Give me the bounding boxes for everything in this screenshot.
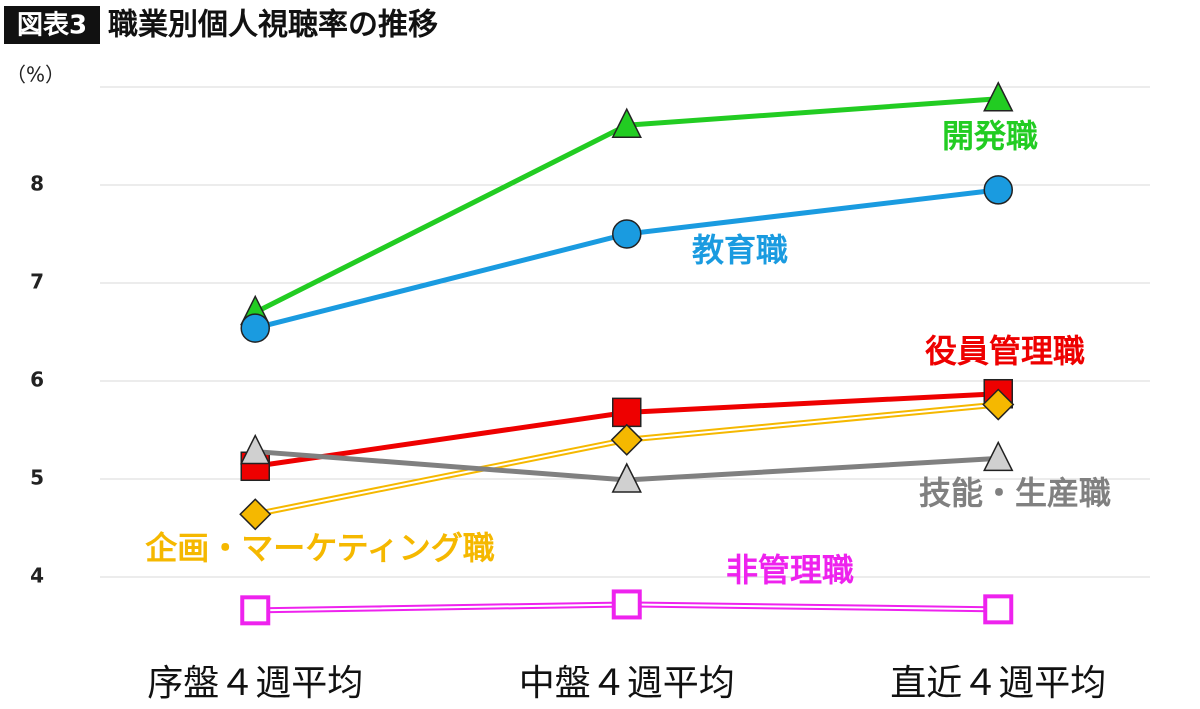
marker xyxy=(611,107,642,138)
marker xyxy=(611,462,642,493)
badge-box xyxy=(4,6,100,44)
marker xyxy=(611,589,642,620)
marker xyxy=(240,595,271,626)
marker xyxy=(239,498,272,531)
y-tick-label: 8 xyxy=(30,172,44,196)
marker xyxy=(983,81,1014,112)
y-tick-label: 4 xyxy=(30,564,44,588)
marker xyxy=(610,423,643,456)
marker xyxy=(240,433,271,465)
series-label: 企画・マーケティング職 xyxy=(145,529,494,567)
y-unit: （%） xyxy=(6,63,65,87)
series-label: 非管理職 xyxy=(726,551,854,589)
marker xyxy=(983,175,1013,205)
series-label: 教育職 xyxy=(692,231,788,269)
series-label: 開発職 xyxy=(942,117,1038,155)
y-tick-label: 7 xyxy=(30,270,44,294)
marker xyxy=(240,313,270,343)
marker xyxy=(612,397,642,428)
marker xyxy=(612,219,642,249)
marker xyxy=(983,440,1014,472)
series-label: 技能・生産職 xyxy=(919,474,1111,512)
y-tick-label: 6 xyxy=(30,368,44,392)
x-tick-label: 序盤４週平均 xyxy=(147,663,363,704)
marker xyxy=(983,594,1014,625)
x-tick-label: 直近４週平均 xyxy=(890,663,1106,704)
badge: 図表3 xyxy=(17,11,87,41)
chart-title: 職業別個人視聴率の推移 xyxy=(108,8,438,43)
marker xyxy=(982,388,1015,421)
series-label: 役員管理職 xyxy=(925,332,1085,370)
y-tick-label: 5 xyxy=(30,466,44,490)
x-tick-label: 中盤４週平均 xyxy=(519,663,735,704)
